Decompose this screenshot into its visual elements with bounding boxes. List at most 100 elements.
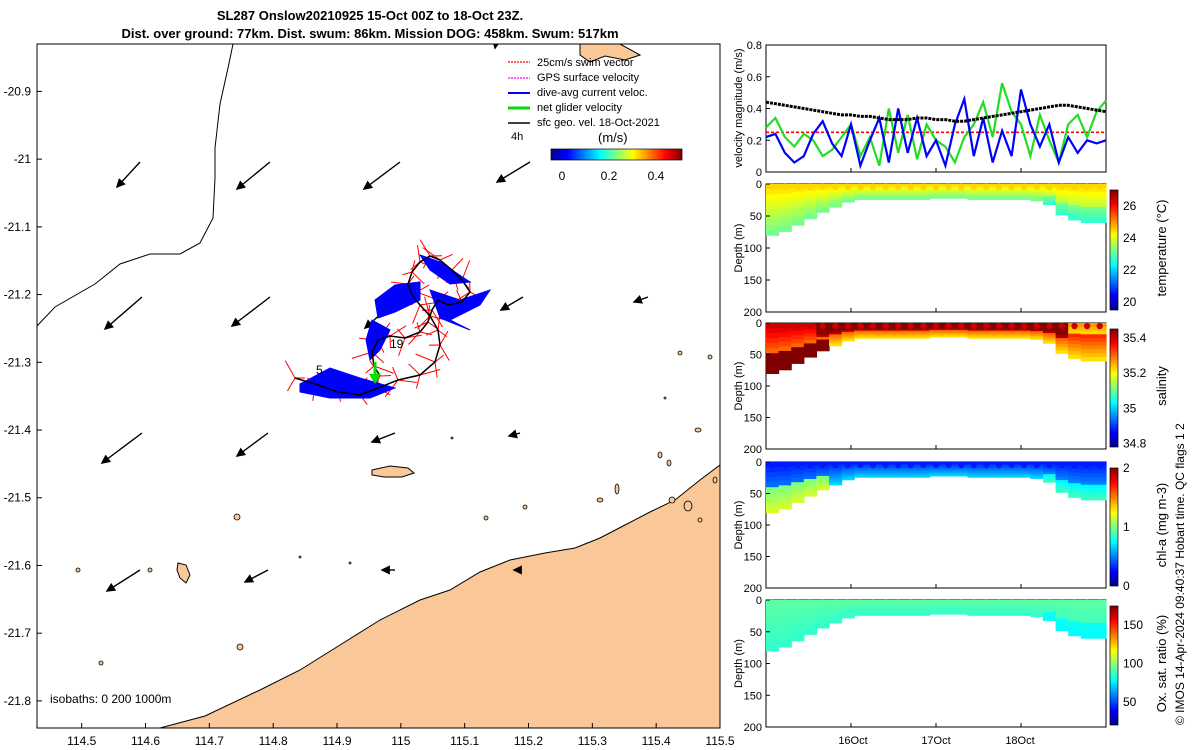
section-cell [1080, 349, 1094, 354]
section-cell [980, 193, 994, 196]
surface-sample [869, 461, 877, 469]
section-cell [803, 485, 817, 490]
swim-vector [422, 247, 441, 261]
section-cell [954, 332, 969, 335]
section-cell [766, 214, 780, 221]
section-cell [954, 335, 969, 338]
section-cell [954, 612, 969, 615]
section-cell [1043, 329, 1057, 332]
chla-section: 0 50 100 150 200 Depth (m) 0 1 2 chl-a (mg m-3) [733, 457, 1169, 595]
section-cell [1068, 479, 1082, 484]
surface-sample [1046, 461, 1053, 469]
section-cell [1068, 624, 1082, 630]
section-ytick-label: 200 [744, 583, 762, 595]
section-cell [954, 605, 969, 608]
surface-sample [970, 322, 977, 330]
speed-colorbar: (m/s) 0 0.2 0.4 [550, 130, 683, 183]
section-cell [816, 345, 830, 349]
section-cell [1093, 341, 1107, 347]
section-cell [1005, 196, 1019, 199]
section-cell [866, 335, 880, 338]
colorbar-tick-label: 26 [1123, 199, 1137, 213]
section-cell [829, 343, 843, 347]
section-cell [904, 336, 918, 339]
section-cell [803, 329, 817, 334]
section-cell [841, 338, 855, 342]
section-cell [1017, 607, 1032, 610]
section-cell [1017, 606, 1032, 609]
section-ytick-label: 50 [750, 211, 762, 223]
section-cell [1080, 484, 1094, 490]
small-islands [75, 350, 718, 666]
section-cell [992, 196, 1006, 199]
time-tick-18oct: 18Oct [1005, 735, 1034, 747]
surface-sample [1071, 461, 1078, 469]
surface-sample [907, 183, 914, 191]
section-cell [1080, 477, 1094, 482]
section-cell [816, 625, 830, 629]
section-cell [778, 188, 792, 194]
section-cell [1068, 490, 1082, 495]
section-cell [778, 623, 792, 629]
surface-sample [920, 599, 927, 607]
swim-vector [286, 377, 296, 392]
section-cell [967, 610, 981, 613]
swim-vector [434, 354, 444, 363]
section-cell [803, 340, 817, 344]
section-cell [1055, 335, 1069, 339]
section-cell [917, 612, 931, 615]
section-cell [1068, 476, 1082, 481]
surface-sample [932, 461, 940, 469]
section-cell [954, 196, 969, 199]
section-ytick-label: 0 [756, 179, 762, 191]
surface-sample [781, 183, 789, 191]
section-cell [954, 468, 969, 471]
surface-sample [1058, 183, 1066, 191]
section-cell [1080, 199, 1094, 204]
section-cell [992, 468, 1006, 471]
surface-sample [857, 599, 864, 607]
section-cell [791, 220, 805, 226]
imos-footer: © IMOS 14-Apr-2024 09:40:37 Hobart time.… [1173, 423, 1187, 725]
section-cell [1043, 468, 1057, 471]
geo-arrow [235, 161, 271, 191]
surface-sample [970, 461, 977, 469]
surface-sample [794, 599, 801, 607]
section-cell [791, 632, 805, 638]
section-cell [803, 492, 817, 497]
section-cell [803, 610, 817, 615]
section-cell [967, 190, 981, 193]
section-cell [1080, 334, 1094, 339]
section-cell [766, 605, 780, 611]
section-cell [1005, 330, 1019, 333]
section-cell [866, 606, 880, 609]
section-cell [778, 642, 792, 648]
surface-sample [806, 599, 814, 607]
section-cell [816, 331, 830, 335]
section-cell [778, 207, 792, 213]
section-cell [1093, 488, 1107, 493]
section-cell [866, 475, 880, 478]
section-ytick-label: 150 [744, 690, 762, 702]
section-cell [1055, 480, 1069, 484]
section-cell [904, 335, 918, 338]
section-cell [904, 329, 918, 332]
section-cell [1068, 614, 1082, 619]
section-cell [766, 328, 780, 334]
section-cell [1055, 347, 1069, 351]
surface-sample [1020, 461, 1028, 469]
surface-sample [1046, 322, 1053, 330]
swim-vector [417, 245, 421, 263]
section-cell [766, 502, 780, 508]
section-cell [778, 337, 792, 343]
section-cell [766, 477, 780, 483]
legend-swim: 25cm/s swim vector [508, 57, 634, 69]
geo-arrow [362, 161, 401, 190]
section-cell [1093, 338, 1107, 343]
section-cell [1093, 484, 1107, 490]
section-cell [803, 475, 817, 480]
section-cell [879, 197, 893, 200]
section-cell [1093, 191, 1107, 197]
section-cell [917, 190, 931, 193]
section-cell [778, 332, 792, 338]
